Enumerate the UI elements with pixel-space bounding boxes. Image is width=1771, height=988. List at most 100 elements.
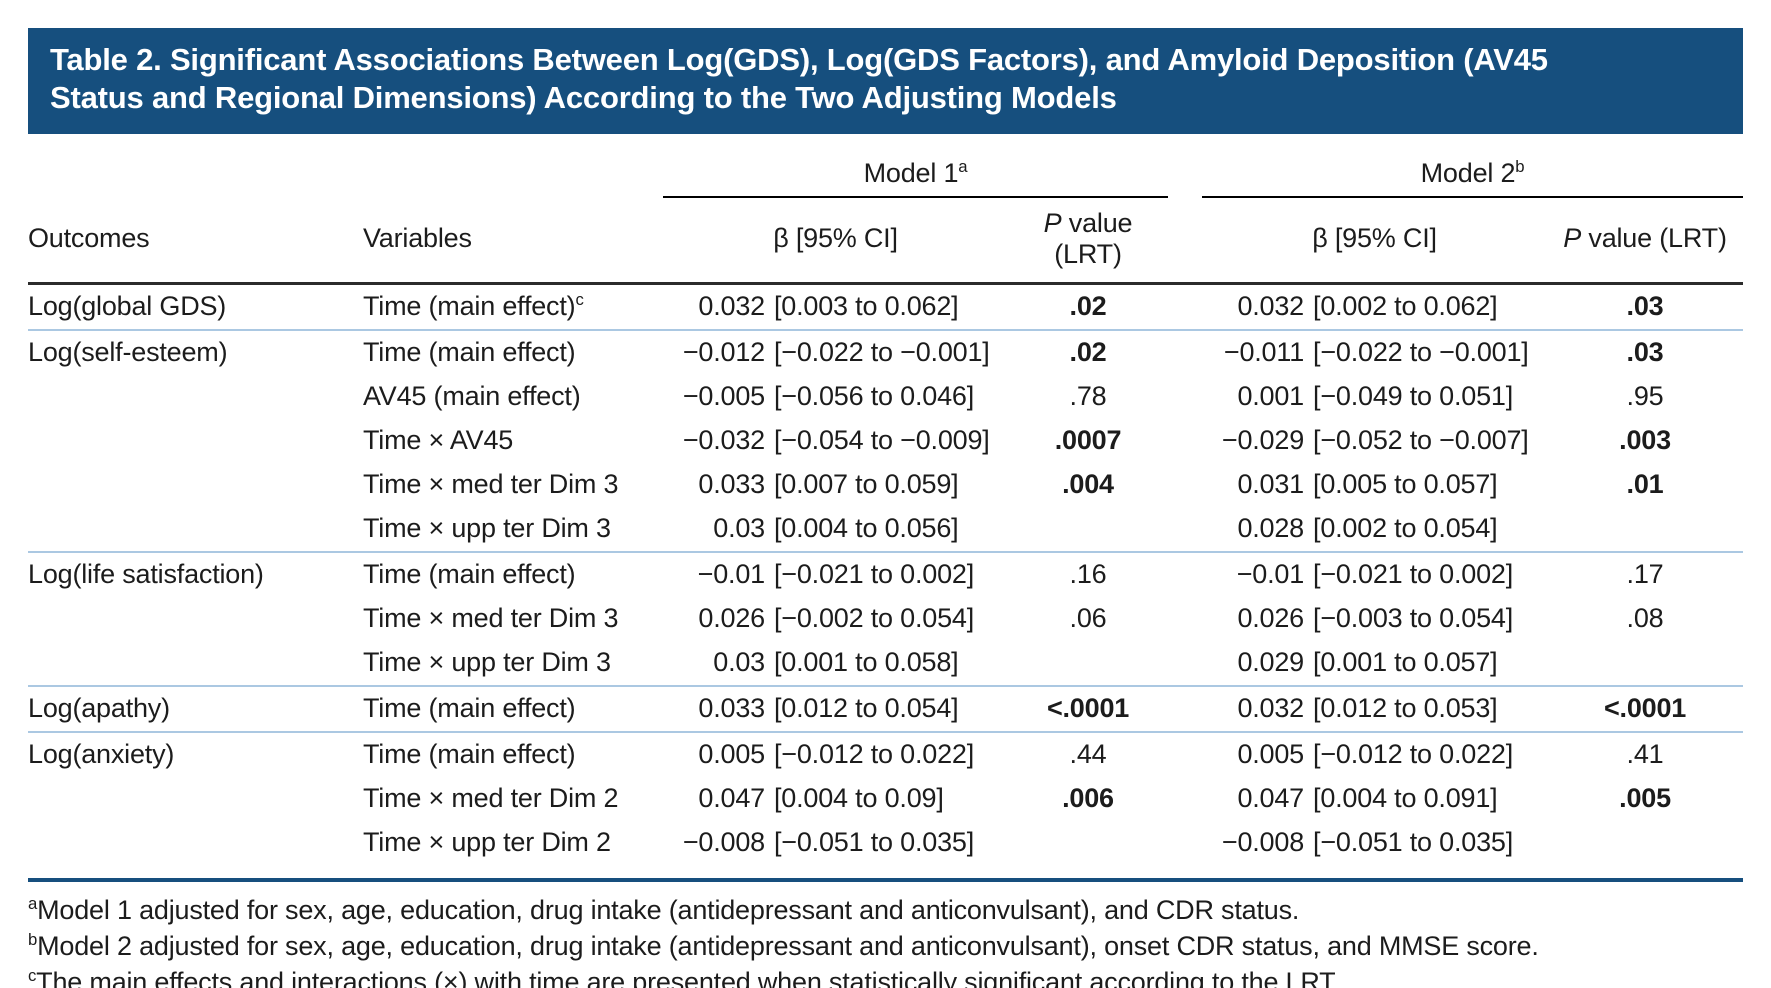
p-value-cell-model1	[1008, 641, 1168, 686]
p-value-cell-model1: .16	[1069, 558, 1107, 589]
beta-cell-model2: −0.01 [−0.021 to 0.002]	[1202, 552, 1547, 597]
beta-value: 0.032	[698, 290, 765, 321]
beta-value: 0.005	[698, 738, 765, 769]
p-value-cell-model1: .0007	[1054, 424, 1122, 455]
footnote-divider-rule	[28, 877, 1743, 882]
footnote-marker-a: a	[28, 893, 38, 913]
col-header-variables: Variables	[363, 196, 663, 285]
beta-cell-model1: 0.03 [0.004 to 0.056]	[663, 507, 1008, 552]
beta-ci: [−0.049 to 0.051]	[1313, 380, 1514, 411]
beta-ci: [−0.054 to −0.009]	[774, 424, 990, 455]
footnote: aModel 1 adjusted for sex, age, educatio…	[28, 893, 1300, 925]
beta-ci: [−0.012 to 0.022]	[774, 738, 975, 769]
p-value-cell-model2	[1547, 507, 1743, 552]
model1-header: Model 1a	[663, 155, 1169, 198]
table-row: Time × med ter Dim 3 0.026 [−0.002 to 0.05…	[28, 597, 1743, 641]
beta-cell-model2: −0.011 [−0.022 to −0.001]	[1202, 330, 1547, 375]
blank-cell	[363, 156, 663, 197]
beta-ci: [−0.012 to 0.022]	[1313, 738, 1514, 769]
spacer-cell	[1168, 686, 1202, 732]
spacer-cell	[1168, 156, 1202, 197]
outcome-cell: Log(self-esteem)	[28, 336, 228, 367]
outcome-cell	[28, 641, 363, 686]
spacer-cell	[1168, 196, 1203, 285]
table-row: Log(life satisfaction) Time (main effect)…	[28, 552, 1743, 597]
table-row: Time × upp ter Dim 2 −0.008 [−0.051 to 0.0…	[28, 821, 1743, 865]
beta-ci: [0.012 to 0.054]	[774, 692, 959, 723]
spacer-cell	[1168, 821, 1202, 865]
beta-cell-model2: 0.005 [−0.012 to 0.022]	[1202, 732, 1547, 777]
p-value-cell-model2: .01	[1626, 468, 1664, 499]
variable-cell: Time × upp ter Dim 3	[363, 512, 611, 543]
beta-value: 0.033	[698, 692, 765, 723]
col-header-beta-model2: β [95% CI]	[1202, 196, 1548, 285]
p-value-cell-model1: .02	[1069, 290, 1107, 321]
beta-ci: [0.012 to 0.053]	[1313, 692, 1498, 723]
footnote: bModel 2 adjusted for sex, age, educatio…	[28, 929, 1539, 961]
p-value-cell-model1: <.0001	[1046, 692, 1130, 723]
table-row: Log(self-esteem) Time (main effect) −0.012…	[28, 330, 1743, 375]
variable-cell: AV45 (main effect)	[363, 380, 581, 411]
outcome-group: Log(global GDS) Time (main effect)c 0.032 […	[28, 283, 1743, 330]
beta-cell-model1: −0.008 [−0.051 to 0.035]	[663, 821, 1008, 865]
p-value-cell-model2: .03	[1626, 336, 1664, 367]
outcome-group: Log(self-esteem) Time (main effect) −0.012…	[28, 329, 1744, 552]
table-row: Time × med ter Dim 2 0.047 [0.004 to 0.09]…	[28, 777, 1743, 821]
beta-ci: [0.007 to 0.059]	[774, 468, 959, 499]
beta-ci: [−0.052 to −0.007]	[1313, 424, 1529, 455]
column-header-row: Outcomes Variables β [95% CI] P value (L…	[28, 196, 1744, 285]
table-row: Log(apathy) Time (main effect) 0.033 [0.012…	[28, 686, 1743, 732]
p-value-cell-model1	[1008, 821, 1168, 865]
beta-value: 0.047	[698, 782, 765, 813]
variable-cell: Time × med ter Dim 3	[363, 602, 619, 633]
p-value-cell-model2: <.0001	[1603, 692, 1687, 723]
beta-value: −0.01	[1236, 558, 1305, 589]
variable-cell: Time × med ter Dim 2	[363, 782, 619, 813]
p-value-cell-model2: .08	[1626, 602, 1664, 633]
beta-value: −0.011	[1223, 336, 1305, 367]
beta-ci: [−0.002 to 0.054]	[774, 602, 975, 633]
footnote-marker-c: c	[28, 965, 37, 985]
beta-value: −0.012	[682, 336, 765, 367]
beta-value: 0.032	[1237, 692, 1305, 723]
outcome-cell	[28, 463, 363, 507]
beta-ci: [0.005 to 0.057]	[1313, 468, 1498, 499]
footnote-marker-b: b	[1515, 156, 1525, 176]
spacer-cell	[1168, 283, 1202, 330]
table-title-bar: Table 2. Significant Associations Betwee…	[28, 28, 1743, 134]
beta-cell-model2: 0.028 [0.002 to 0.054]	[1202, 507, 1547, 552]
footnote-marker-a: a	[958, 156, 968, 176]
outcome-cell: Log(anxiety)	[28, 738, 175, 769]
model2-label: Model 2	[1420, 157, 1516, 188]
beta-value: 0.032	[1237, 290, 1305, 321]
beta-ci: [−0.003 to 0.054]	[1313, 602, 1514, 633]
outcome-group: Log(anxiety) Time (main effect) 0.005 [−0.0…	[28, 731, 1744, 865]
beta-ci: [−0.051 to 0.035]	[774, 826, 975, 857]
beta-cell-model1: 0.005 [−0.012 to 0.022]	[663, 732, 1008, 777]
beta-cell-model1: 0.03 [0.001 to 0.058]	[663, 641, 1008, 686]
variable-cell: Time (main effect)	[363, 558, 576, 589]
outcome-cell: Log(life satisfaction)	[28, 558, 264, 589]
table-row: Time × upp ter Dim 3 0.03 [0.004 to 0.056]…	[28, 507, 1743, 552]
spacer-cell	[1168, 330, 1202, 375]
p-value-cell-model1: .02	[1069, 336, 1107, 367]
p-value-cell-model1: .44	[1069, 738, 1107, 769]
footnote-marker-b: b	[28, 929, 38, 949]
beta-ci: [0.001 to 0.057]	[1313, 646, 1498, 677]
beta-ci: [0.002 to 0.054]	[1313, 512, 1498, 543]
beta-cell-model1: −0.012 [−0.022 to −0.001]	[663, 330, 1008, 375]
outcome-cell	[28, 777, 363, 821]
beta-ci: [−0.021 to 0.002]	[1313, 558, 1514, 589]
footnote: cThe main effects and interactions (×) w…	[28, 965, 1340, 988]
beta-cell-model1: −0.01 [−0.021 to 0.002]	[663, 552, 1008, 597]
variable-cell: Time × upp ter Dim 2	[363, 826, 611, 857]
beta-ci: [−0.022 to −0.001]	[1313, 336, 1529, 367]
spacer-cell	[1168, 777, 1202, 821]
p-value-cell-model1: .06	[1069, 602, 1107, 633]
col-header-p-model2: P value (LRT)	[1547, 196, 1744, 285]
beta-value: 0.005	[1237, 738, 1305, 769]
beta-value: −0.008	[1221, 826, 1305, 857]
table-row: Time × AV45 −0.032 [−0.054 to −0.009] .0007…	[28, 419, 1743, 463]
p-value-cell-model1	[1008, 507, 1168, 552]
